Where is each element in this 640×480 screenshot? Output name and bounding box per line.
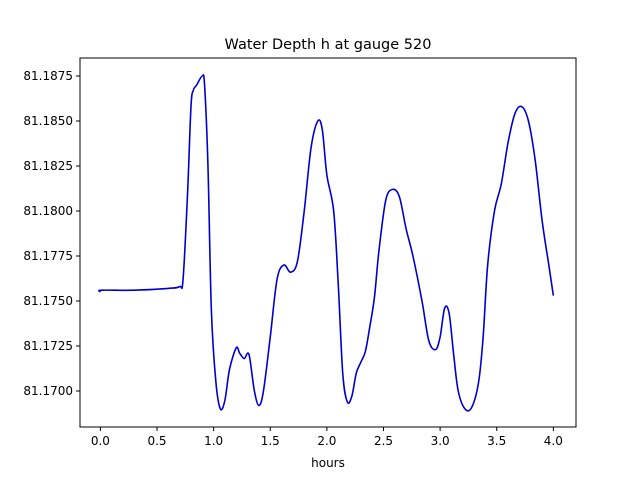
y-tick-label: 81.1725 — [23, 339, 73, 353]
series-layer — [97, 74, 555, 412]
x-tick-label: 0.5 — [147, 434, 166, 448]
series-line-water-depth — [97, 74, 555, 412]
x-tick-label: 0.0 — [91, 434, 110, 448]
x-tick-label: 1.5 — [261, 434, 280, 448]
y-tick-label: 81.1750 — [23, 294, 73, 308]
x-tick-label: 4.0 — [544, 434, 563, 448]
x-axis: 0.0 0.5 1.0 1.5 2.0 2.5 3.0 3.5 4.0 — [91, 427, 563, 448]
y-tick-label: 81.1800 — [23, 204, 73, 218]
plot-area — [80, 58, 576, 427]
plot-frame — [79, 57, 577, 428]
x-tick-label: 2.0 — [317, 434, 336, 448]
x-axis-label: hours — [311, 456, 345, 470]
y-axis: 81.1700 81.1725 81.1750 81.1775 81.1800 81.18… — [23, 69, 80, 398]
y-tick-label: 81.1875 — [23, 69, 73, 83]
x-tick-label: 1.0 — [204, 434, 223, 448]
x-tick-label: 3.0 — [431, 434, 450, 448]
x-tick-label: 2.5 — [374, 434, 393, 448]
chart-title: Water Depth h at gauge 520 — [225, 37, 432, 53]
x-tick-label: 3.5 — [487, 434, 506, 448]
y-tick-label: 81.1775 — [23, 249, 73, 263]
y-tick-label: 81.1700 — [23, 384, 73, 398]
y-tick-label: 81.1850 — [23, 114, 73, 128]
y-tick-label: 81.1825 — [23, 159, 73, 173]
